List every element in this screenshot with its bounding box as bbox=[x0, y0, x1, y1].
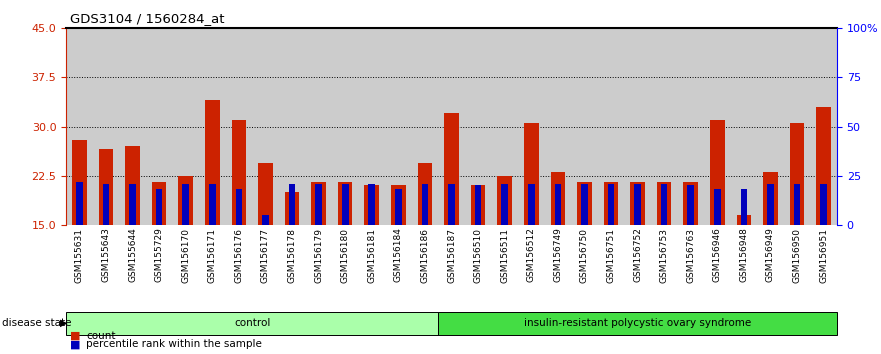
Bar bbox=[714, 189, 721, 225]
Text: insulin-resistant polycystic ovary syndrome: insulin-resistant polycystic ovary syndr… bbox=[524, 318, 751, 328]
Bar bbox=[395, 189, 402, 225]
Bar bbox=[687, 185, 694, 225]
Bar bbox=[338, 182, 352, 225]
Text: percentile rank within the sample: percentile rank within the sample bbox=[86, 339, 263, 349]
Bar bbox=[156, 189, 162, 225]
Text: ■: ■ bbox=[70, 331, 81, 341]
Bar bbox=[763, 172, 778, 225]
Bar bbox=[289, 183, 295, 225]
Text: count: count bbox=[86, 331, 115, 341]
Bar bbox=[817, 107, 831, 225]
Bar bbox=[232, 120, 246, 225]
Bar bbox=[581, 183, 588, 225]
Bar bbox=[72, 139, 86, 225]
Bar bbox=[789, 123, 804, 225]
Bar bbox=[448, 183, 455, 225]
Bar bbox=[365, 185, 379, 225]
Bar bbox=[391, 185, 405, 225]
Bar bbox=[418, 162, 433, 225]
Bar bbox=[501, 183, 508, 225]
Bar bbox=[311, 182, 326, 225]
Bar bbox=[422, 183, 428, 225]
Bar bbox=[608, 183, 614, 225]
Bar bbox=[125, 146, 140, 225]
Bar bbox=[315, 183, 322, 225]
Bar bbox=[684, 182, 698, 225]
Bar bbox=[368, 183, 375, 225]
Bar bbox=[475, 185, 481, 225]
Text: disease state: disease state bbox=[2, 318, 71, 328]
Bar bbox=[99, 149, 114, 225]
Bar bbox=[767, 183, 774, 225]
Bar bbox=[577, 182, 592, 225]
Bar bbox=[235, 189, 242, 225]
Bar bbox=[710, 120, 725, 225]
Bar bbox=[178, 176, 193, 225]
Bar bbox=[152, 182, 167, 225]
Bar bbox=[661, 183, 668, 225]
Bar bbox=[130, 183, 136, 225]
Bar bbox=[285, 192, 300, 225]
Bar bbox=[209, 183, 216, 225]
Bar bbox=[741, 189, 747, 225]
Bar bbox=[603, 182, 618, 225]
Text: ▶: ▶ bbox=[60, 318, 68, 328]
Bar bbox=[470, 185, 485, 225]
Bar bbox=[444, 113, 459, 225]
Bar bbox=[657, 182, 671, 225]
Bar bbox=[794, 183, 801, 225]
Bar bbox=[554, 183, 561, 225]
Bar bbox=[258, 162, 273, 225]
Bar bbox=[76, 182, 83, 225]
Bar bbox=[263, 215, 269, 225]
Bar bbox=[524, 123, 538, 225]
Text: ■: ■ bbox=[70, 339, 81, 349]
Bar bbox=[498, 176, 512, 225]
Bar bbox=[551, 172, 565, 225]
Bar bbox=[737, 215, 751, 225]
Bar bbox=[182, 183, 189, 225]
Text: control: control bbox=[234, 318, 270, 328]
Bar bbox=[205, 100, 219, 225]
Bar bbox=[820, 183, 827, 225]
Bar bbox=[102, 183, 109, 225]
Text: GDS3104 / 1560284_at: GDS3104 / 1560284_at bbox=[70, 12, 225, 25]
Bar bbox=[528, 183, 535, 225]
Bar bbox=[634, 183, 640, 225]
Bar bbox=[342, 183, 349, 225]
Bar bbox=[630, 182, 645, 225]
